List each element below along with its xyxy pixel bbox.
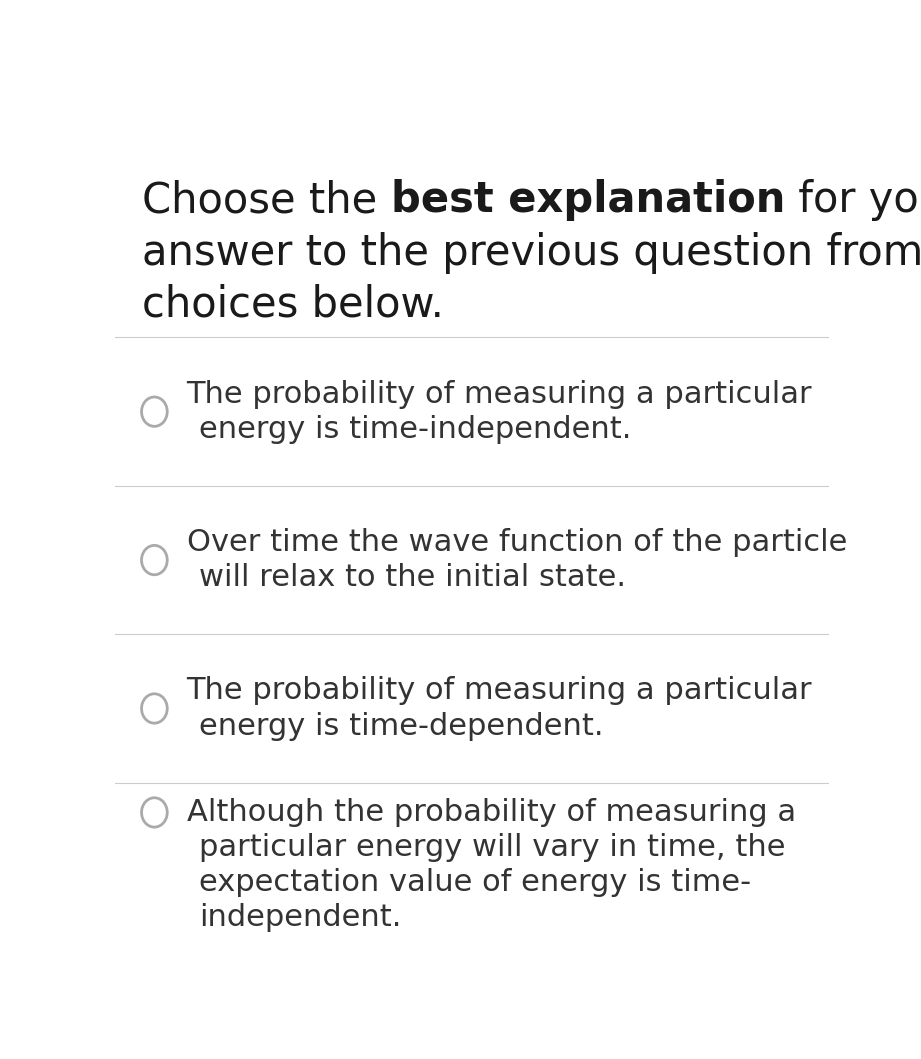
Text: The probability of measuring a particular: The probability of measuring a particula… bbox=[186, 677, 812, 705]
Text: Although the probability of measuring a: Although the probability of measuring a bbox=[186, 797, 796, 827]
Text: Choose the: Choose the bbox=[142, 179, 391, 221]
Text: best explanation: best explanation bbox=[391, 179, 785, 221]
Text: answer to the previous question from the: answer to the previous question from the bbox=[142, 233, 921, 274]
Text: energy is time-independent.: energy is time-independent. bbox=[199, 415, 632, 444]
Text: choices below.: choices below. bbox=[142, 284, 444, 326]
Text: energy is time-dependent.: energy is time-dependent. bbox=[199, 712, 604, 740]
Text: independent.: independent. bbox=[199, 903, 402, 932]
Text: for your: for your bbox=[785, 179, 921, 221]
Text: will relax to the initial state.: will relax to the initial state. bbox=[199, 563, 626, 592]
Text: particular energy will vary in time, the: particular energy will vary in time, the bbox=[199, 833, 786, 862]
Text: expectation value of energy is time-: expectation value of energy is time- bbox=[199, 868, 752, 897]
Text: Over time the wave function of the particle: Over time the wave function of the parti… bbox=[186, 528, 847, 557]
Text: The probability of measuring a particular: The probability of measuring a particula… bbox=[186, 379, 812, 409]
